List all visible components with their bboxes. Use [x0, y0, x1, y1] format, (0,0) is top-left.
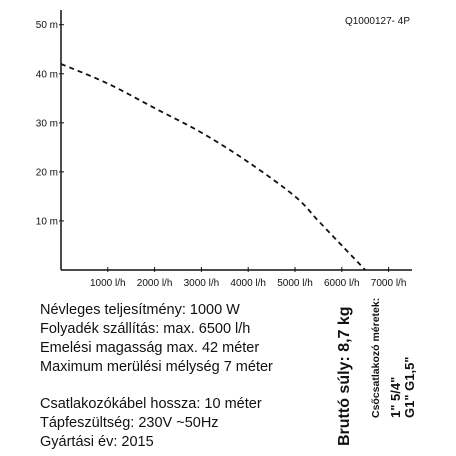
spec-spacer — [40, 377, 330, 395]
x-tick-label: 2000 l/h — [137, 278, 173, 289]
x-tick-label: 3000 l/h — [184, 278, 220, 289]
y-tick-label: 30 m — [36, 118, 58, 129]
x-tick-label: 7000 l/h — [371, 278, 407, 289]
x-tick-label: 6000 l/h — [324, 278, 360, 289]
fitting-sizes-2: G1" G1,5" — [402, 356, 417, 418]
spec-nominal-power: Névleges teljesítmény: 1000 W — [40, 302, 240, 318]
spec-flow: Folyadék szállítás: max. 6500 l/h — [40, 321, 251, 337]
fitting-sizes-1: 1" 5/4" — [388, 376, 403, 418]
y-tick-label: 20 m — [36, 167, 58, 178]
x-tick-label: 5000 l/h — [277, 278, 313, 289]
spec-year: Gyártási év: 2015 — [40, 434, 154, 450]
gross-weight: Bruttó súly: 8,7 kg — [336, 306, 353, 446]
spec-cable-length: Csatlakozókábel hossza: 10 méter — [40, 396, 262, 412]
pump-curve — [60, 63, 366, 271]
y-tick-label: 10 m — [36, 216, 58, 227]
spec-list: Névleges teljesítmény: 1000 W Folyadék s… — [40, 301, 330, 452]
y-tick-label: 40 m — [36, 69, 58, 80]
performance-chart: 10 m 20 m 30 m 40 m 50 m 1000 l/h 2000 l/h 3000… — [36, 10, 412, 289]
fitting-title: Csőcsatlakozó méretek: — [370, 297, 382, 418]
spec-lift-height: Emelési magasság max. 42 méter — [40, 340, 260, 356]
spec-voltage: Tápfeszültség: 230V ~50Hz — [40, 415, 219, 431]
product-code: Q1000127- 4P — [345, 16, 410, 27]
y-tick-label: 50 m — [36, 20, 58, 31]
x-tick-label: 4000 l/h — [230, 278, 266, 289]
x-tick-label: 1000 l/h — [90, 278, 126, 289]
spec-immersion-depth: Maximum merülési mélység 7 méter — [40, 359, 273, 375]
